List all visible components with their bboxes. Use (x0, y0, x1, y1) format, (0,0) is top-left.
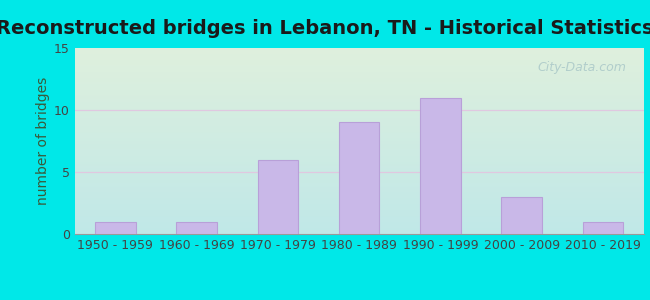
Bar (582, 222, 623, 234)
Text: Reconstructed bridges in Lebanon, TN - Historical Statistics: Reconstructed bridges in Lebanon, TN - H… (0, 20, 650, 38)
Bar (95, 222, 136, 234)
Bar (501, 197, 542, 234)
Text: City-Data.com: City-Data.com (538, 61, 627, 74)
Bar (176, 222, 217, 234)
Bar (339, 122, 380, 234)
Y-axis label: number of bridges: number of bridges (36, 77, 50, 205)
Bar (257, 160, 298, 234)
Bar (420, 98, 461, 234)
